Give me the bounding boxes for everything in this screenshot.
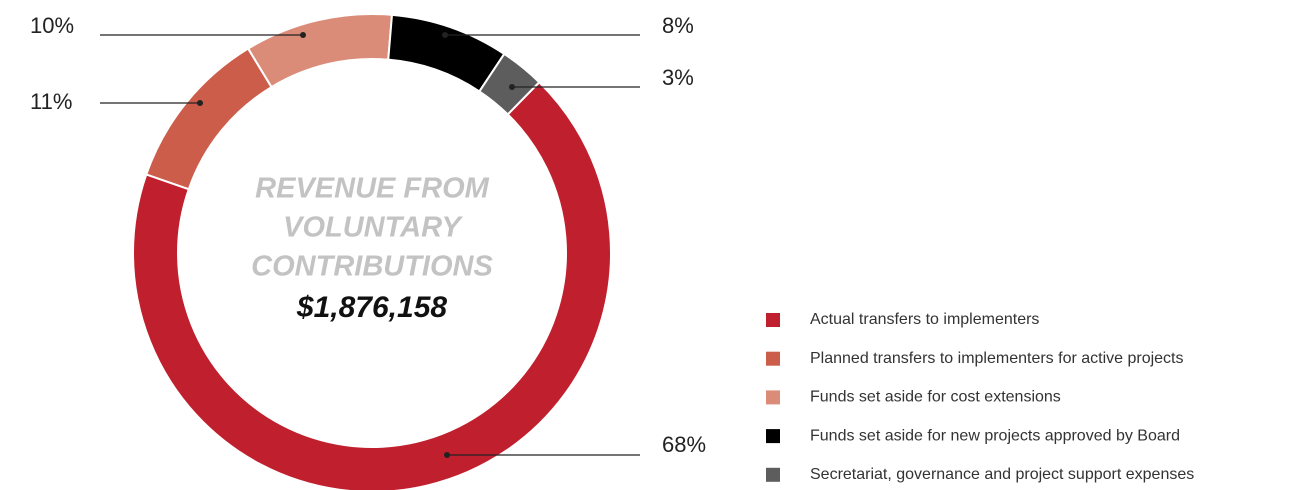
donut-slice	[477, 52, 541, 116]
legend-label: Planned transfers to implementers for ac…	[810, 350, 1184, 367]
legend-label: Actual transfers to implementers	[810, 311, 1039, 328]
value-label: 11%	[30, 89, 72, 114]
value-label: 68%	[662, 432, 706, 457]
legend-swatch	[766, 313, 780, 327]
leader-dot	[444, 452, 450, 458]
leader-dot	[442, 32, 448, 38]
value-label: 3%	[662, 65, 694, 90]
value-label: 8%	[662, 13, 694, 38]
value-label: 10%	[30, 13, 74, 38]
leader-dot	[197, 100, 203, 106]
center-label: VOLUNTARY	[283, 212, 463, 244]
legend-swatch	[766, 467, 780, 482]
legend-swatch	[766, 429, 780, 444]
donut-slice	[132, 80, 612, 490]
legend-swatch	[766, 390, 780, 405]
donut-slice	[145, 47, 273, 191]
leader-dot	[509, 84, 515, 90]
legend-swatch	[766, 351, 780, 366]
legend-label: Funds set aside for cost extensions	[810, 389, 1061, 406]
donut-slice	[246, 13, 394, 89]
center-label: REVENUE FROM	[255, 173, 489, 205]
center-label: CONTRIBUTIONS	[251, 251, 493, 283]
legend-label: Funds set aside for new projects approve…	[810, 427, 1180, 444]
leader-dot	[300, 32, 306, 38]
legend-label: Secretariat, governance and project supp…	[810, 466, 1194, 483]
total-label: $1,876,158	[296, 291, 447, 324]
